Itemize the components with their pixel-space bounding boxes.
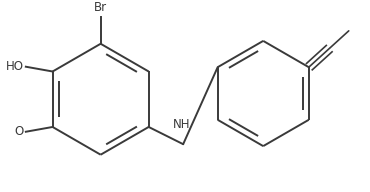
Text: O: O bbox=[15, 125, 24, 138]
Text: NH: NH bbox=[172, 118, 190, 131]
Text: Br: Br bbox=[94, 1, 107, 14]
Text: HO: HO bbox=[6, 60, 24, 73]
